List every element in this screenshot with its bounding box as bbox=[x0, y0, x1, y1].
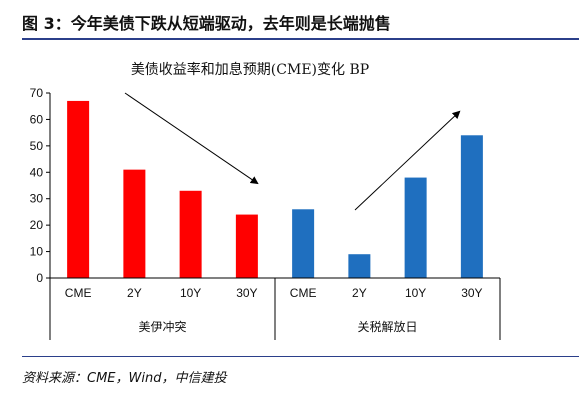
category-label: 2Y bbox=[352, 286, 367, 300]
bar-7 bbox=[404, 177, 427, 278]
y-tick-label: 10 bbox=[30, 245, 44, 259]
y-tick-label: 70 bbox=[30, 86, 44, 100]
bar-1 bbox=[67, 100, 90, 278]
up-arrow bbox=[354, 110, 461, 211]
down-arrow bbox=[124, 92, 259, 185]
group-label: 关税解放日 bbox=[357, 319, 417, 334]
y-tick-label: 20 bbox=[30, 218, 44, 232]
category-label: 30Y bbox=[236, 286, 257, 300]
y-tick-label: 30 bbox=[30, 192, 44, 206]
bar-4 bbox=[235, 214, 258, 278]
category-label: CME bbox=[290, 286, 317, 300]
bar-6 bbox=[348, 254, 371, 278]
bar-8 bbox=[460, 135, 483, 278]
category-label: 30Y bbox=[461, 286, 482, 300]
bar-chart: 美债收益率和加息预期(CME)变化 BP CME 2Y 10Y 30Y CME 2Y 10Y… bbox=[30, 61, 501, 340]
category-label: 10Y bbox=[180, 286, 201, 300]
bar-2 bbox=[123, 169, 146, 278]
chart-title: 美债收益率和加息预期(CME)变化 BP bbox=[131, 61, 369, 78]
category-label: 10Y bbox=[405, 286, 426, 300]
bar-5 bbox=[292, 209, 315, 278]
y-tick-label: 60 bbox=[30, 112, 44, 126]
category-label: CME bbox=[65, 286, 92, 300]
group-label: 美伊冲突 bbox=[138, 319, 186, 334]
y-tick-label: 0 bbox=[36, 271, 43, 285]
figure-title: 图 3：今年美债下跌从短端驱动，去年则是长端抛售 bbox=[22, 14, 391, 33]
y-tick-label: 40 bbox=[30, 165, 44, 179]
title-rule bbox=[22, 38, 579, 40]
category-label: 2Y bbox=[127, 286, 142, 300]
source-note: 资料来源：CME，Wind，中信建投 bbox=[22, 371, 227, 386]
source-rule bbox=[22, 356, 579, 357]
y-tick-label: 50 bbox=[30, 139, 44, 153]
bar-3 bbox=[179, 190, 202, 278]
